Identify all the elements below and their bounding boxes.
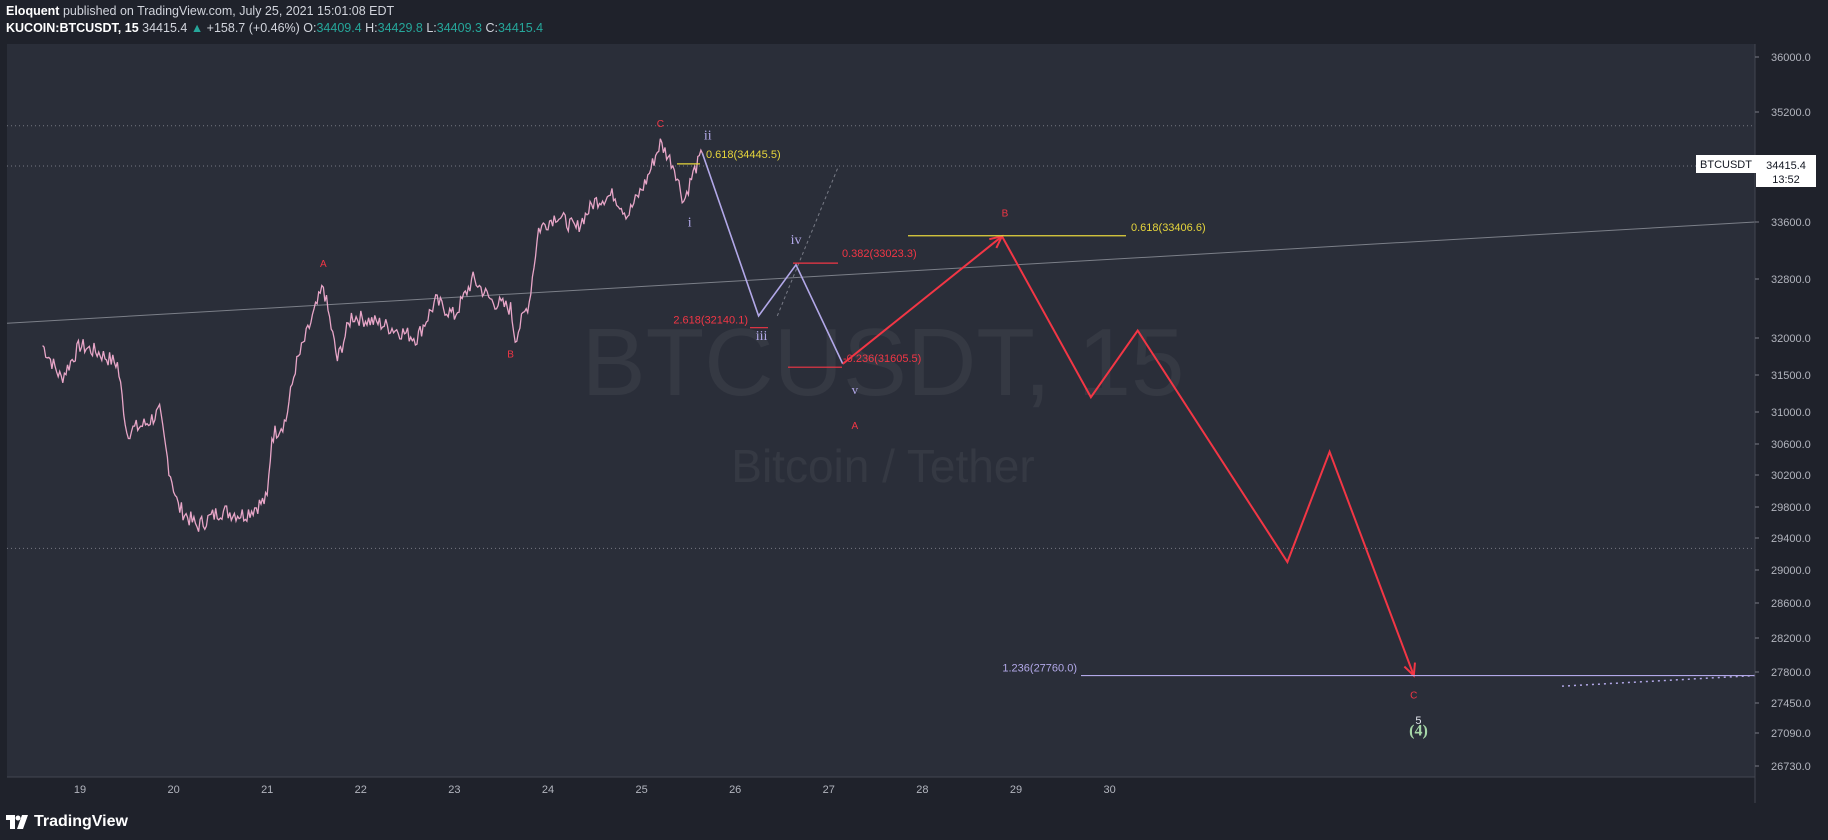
price-change: +158.7 (+0.46%) [206,21,300,35]
price-axis-label: 29800.0 [1771,502,1811,514]
wave-label: (4) [1409,722,1428,739]
last-price: 34415.4 [142,21,188,35]
fib-level-label: 1.236(27760.0) [1002,663,1077,675]
time-axis-label: 23 [448,784,460,796]
price-axis-label: 27450.0 [1771,698,1811,710]
time-axis-label: 25 [635,784,647,796]
price-axis-label: 28600.0 [1771,598,1811,610]
price-axis-label: 35200.0 [1771,107,1811,119]
ohlc-line: KUCOIN:BTCUSDT, 15 34415.4 ▲ +158.7 (+0.… [6,21,543,35]
price-axis-label: 30200.0 [1771,470,1811,482]
time-axis-label: 29 [1010,784,1022,796]
time-axis-label: 19 [74,784,86,796]
symbol-label[interactable]: KUCOIN:BTCUSDT, 15 [6,21,139,35]
trend-line-segment [6,221,1756,324]
tradingview-logo-text: TradingView [34,813,128,830]
trend-line[interactable] [6,221,1756,324]
wave-i-v-line [701,153,844,365]
last-price-tag[interactable]: BTCUSDT 34415.4 13:52 [1696,155,1816,187]
up-arrow-icon: ▲ [190,21,204,35]
price-axis-label: 31000.0 [1771,407,1811,419]
low-value: 34409.3 [436,21,482,35]
time-axis-label: 20 [167,784,179,796]
close-value: 34415.4 [497,21,544,35]
time-axis-label: 21 [261,784,273,796]
price-tag-value: 34415.4 [1766,160,1806,172]
publish-info: Eloquent published on TradingView.com, J… [6,4,394,18]
time-axis-label: 26 [729,784,741,796]
open-label: O: [303,21,317,35]
fib-level-label: 0.618(33406.6) [1131,222,1206,234]
time-axis-label: 27 [823,784,835,796]
price-axis-label: 36000.0 [1771,52,1811,64]
watermark-name: Bitcoin / Tether [731,440,1034,492]
price-tag-bg [1756,155,1816,187]
published-text: published on TradingView.com, July 25, 2… [62,4,395,18]
low-label: L: [426,21,437,35]
price-series [42,138,703,532]
wave-projection-dashed [776,166,839,317]
symbol-tag-bg [1696,155,1756,173]
fib-level-label: 0.618(34445.5) [706,149,781,161]
price-chart[interactable]: BTCUSDT, 15 Bitcoin / Tether 0.618(34445… [0,0,1828,803]
symbol-tag-text: BTCUSDT [1700,159,1752,171]
fib-levels[interactable]: 0.618(34445.5) 0.382(33023.3) 2.618(32140.… [673,149,1755,677]
chart-header: Eloquent published on TradingView.com, J… [0,0,1828,44]
close-label: C: [485,21,498,35]
time-axis-label: 28 [916,784,928,796]
fib-level-label: 2.618(32140.1) [673,315,748,327]
price-axis-label: 31500.0 [1771,370,1811,382]
wave-label: A [852,421,859,432]
wave-label: iv [791,233,802,248]
projection-dotted-line [1561,674,1756,687]
fib-level-label: -0.236(31605.5) [843,353,921,365]
time-axis-label: 24 [542,784,554,796]
price-axis-label: 32800.0 [1771,274,1811,286]
price-line [42,138,703,532]
wave-label: B [507,350,514,361]
wave-label: C [657,119,664,130]
wave-label: B [1002,208,1009,219]
time-axis-label: 22 [355,784,367,796]
price-axis-label: 32000.0 [1771,333,1811,345]
price-axis-label: 28200.0 [1771,633,1811,645]
fib-level-label: 0.382(33023.3) [842,248,917,260]
wave-label: iii [756,329,768,344]
author-name[interactable]: Eloquent [6,4,60,18]
high-label: H: [365,21,378,35]
price-tag-countdown: 13:52 [1772,174,1800,186]
tradingview-logo-icon [6,815,28,829]
wave-label: 5 [1415,715,1421,727]
wave-label: ii [704,128,712,143]
watermark-symbol: BTCUSDT, 15 [582,309,1185,416]
price-axis-label: 30600.0 [1771,439,1811,451]
price-axis-label: 33600.0 [1771,217,1811,229]
price-axis-label: 27090.0 [1771,728,1811,740]
tradingview-logo[interactable]: TradingView [6,813,128,831]
price-axis-label: 26730.0 [1771,761,1811,773]
wave-label: v [852,382,859,397]
time-axis[interactable]: 19 20 21 22 23 24 25 26 27 28 29 30 [74,784,1116,796]
price-axis-label: 27800.0 [1771,667,1811,679]
wave-label: i [688,215,692,230]
price-axis-label: 29000.0 [1771,565,1811,577]
footer: TradingView [0,803,1828,840]
wave-label: A [320,259,327,270]
price-axis[interactable]: 36000.0 35200.0 33600.0 32800.0 32000.0 31500… [1755,52,1811,773]
time-axis-label: 30 [1103,784,1115,796]
price-axis-label: 29400.0 [1771,533,1811,545]
wave-label: C [1410,691,1417,702]
open-value: 34409.4 [316,21,362,35]
high-value: 34429.8 [377,21,423,35]
level-lines [7,125,1755,549]
